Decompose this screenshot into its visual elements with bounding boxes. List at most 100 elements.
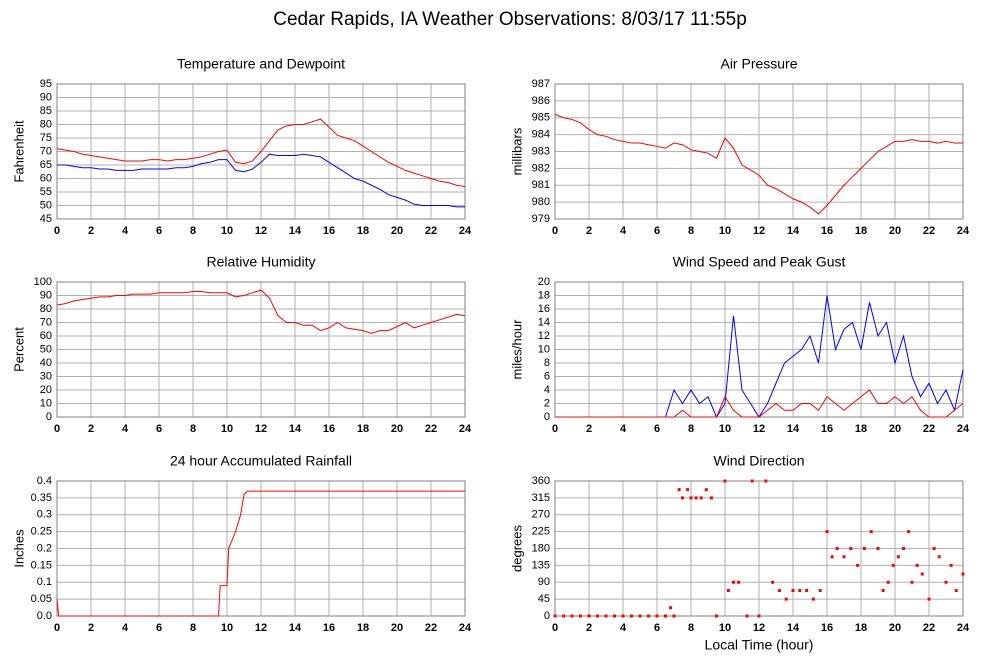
data-point [818, 589, 822, 592]
y-tick-label: 180 [532, 542, 550, 554]
data-point [726, 589, 730, 592]
y-tick-label: 0 [46, 411, 52, 423]
data-point [681, 496, 684, 500]
chart-title: 24 hour Accumulated Rainfall [170, 453, 352, 469]
x-tick-label: 10 [221, 622, 233, 634]
data-point [737, 580, 741, 584]
data-line [555, 389, 964, 418]
data-point [902, 547, 905, 550]
data-point [771, 580, 775, 584]
data-point [842, 555, 846, 559]
data-point [732, 580, 735, 584]
y-tick-label: 65 [40, 159, 52, 171]
y-tick-label: 18 [538, 289, 550, 301]
data-point [750, 479, 754, 483]
x-tick-label: 12 [255, 622, 267, 634]
y-tick-label: 10 [538, 343, 550, 355]
x-tick-label: 22 [923, 622, 935, 634]
plot-frame [554, 83, 964, 220]
y-tick-label: 0 [544, 411, 550, 423]
x-tick-label: 4 [122, 225, 129, 237]
y-tick-label: 984 [532, 129, 550, 141]
x-tick-label: 16 [323, 622, 335, 634]
y-tick-label: 95 [40, 78, 52, 90]
data-point [949, 563, 953, 567]
x-tick-label: 8 [190, 423, 196, 435]
chart-title: Wind Direction [713, 453, 804, 469]
data-point [664, 614, 667, 618]
data-point [805, 589, 809, 592]
data-point [647, 614, 650, 618]
y-tick-label: 0.4 [37, 475, 52, 487]
data-point [896, 555, 900, 559]
data-line [56, 118, 466, 188]
x-tick-label: 16 [323, 423, 335, 435]
y-tick-label: 8 [544, 357, 550, 369]
x-tick-label: 10 [719, 622, 731, 634]
data-point [677, 488, 681, 492]
x-tick-label: 20 [391, 622, 403, 634]
y-tick-label: 12 [538, 330, 550, 342]
x-tick-label: 20 [889, 622, 901, 634]
x-tick-label: 0 [552, 622, 558, 634]
data-point [562, 614, 565, 618]
data-point [915, 563, 919, 567]
data-point [579, 614, 582, 618]
data-line [57, 153, 465, 208]
data-line [554, 113, 963, 215]
data-point [704, 488, 708, 492]
x-tick-label: 22 [425, 423, 437, 435]
data-point [954, 589, 958, 592]
x-tick-label: 0 [54, 423, 60, 435]
x-tick-label: 2 [586, 622, 592, 634]
x-tick-label: 20 [889, 423, 901, 435]
data-point [876, 547, 880, 550]
y-tick-label: 90 [40, 91, 52, 103]
x-tick-label: 24 [957, 423, 970, 435]
y-tick-label: 987 [532, 78, 550, 90]
x-tick-label: 22 [923, 423, 935, 435]
y-tick-label: 982 [532, 162, 550, 174]
data-point [630, 614, 633, 618]
page-title: Cedar Rapids, IA Weather Observations: 8… [273, 9, 747, 30]
y-tick-label: 6 [544, 370, 550, 382]
x-tick-label: 6 [654, 225, 660, 237]
data-line [56, 289, 466, 334]
data-point [694, 496, 698, 500]
y-tick-label: 0.35 [31, 492, 52, 504]
data-point [811, 597, 815, 601]
x-tick-label: 8 [190, 622, 196, 634]
data-point [862, 547, 866, 550]
data-point [723, 479, 727, 483]
y-tick-label: 30 [40, 370, 52, 382]
x-tick-label: 18 [855, 423, 867, 435]
x-tick-label: 12 [255, 423, 267, 435]
y-tick-label: 979 [532, 213, 550, 225]
y-axis-label: Inches [11, 529, 26, 568]
y-tick-label: 0.1 [37, 576, 52, 588]
y-tick-label: 983 [532, 145, 550, 157]
y-tick-label: 70 [40, 145, 52, 157]
y-axis-label: Fahrenheit [11, 120, 26, 183]
x-tick-label: 10 [221, 423, 233, 435]
x-tick-label: 22 [425, 225, 437, 237]
x-tick-label: 20 [889, 225, 901, 237]
plot-frame [56, 83, 466, 220]
data-point [910, 580, 914, 584]
y-tick-label: 80 [40, 118, 52, 130]
x-tick-label: 6 [156, 225, 162, 237]
data-point [757, 614, 761, 618]
y-tick-label: 315 [532, 492, 550, 504]
data-point [791, 589, 795, 592]
x-tick-label: 0 [552, 225, 558, 237]
x-tick-label: 0 [54, 225, 60, 237]
y-tick-label: 55 [40, 186, 52, 198]
data-point [869, 530, 873, 534]
x-tick-label: 16 [821, 225, 833, 237]
y-tick-label: 0.3 [37, 509, 52, 521]
x-tick-label: 24 [957, 225, 970, 237]
data-point [553, 614, 557, 618]
x-tick-label: 20 [391, 225, 403, 237]
chart-title: Wind Speed and Peak Gust [673, 254, 846, 270]
data-point [937, 555, 941, 559]
